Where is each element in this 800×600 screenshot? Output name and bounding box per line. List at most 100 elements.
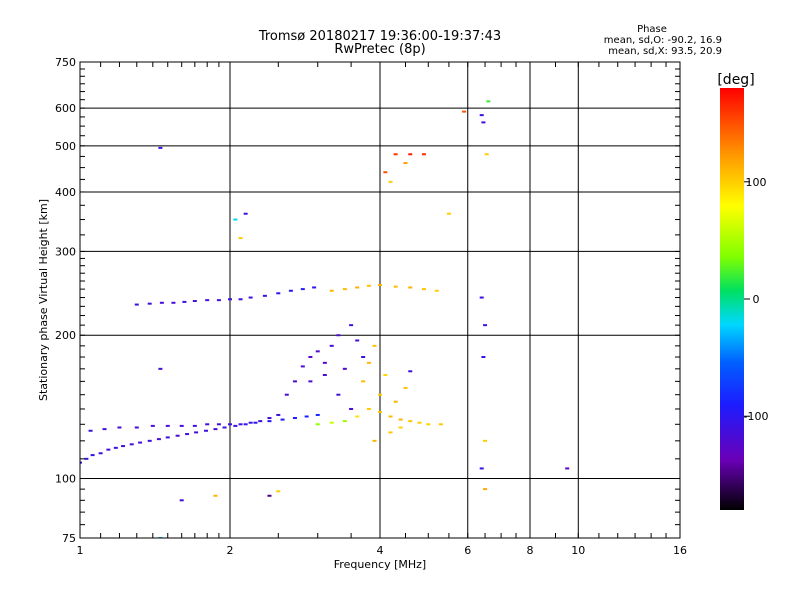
data-point xyxy=(565,467,570,470)
data-point xyxy=(158,367,163,370)
data-point xyxy=(342,420,347,423)
data-point xyxy=(336,334,341,337)
data-point xyxy=(192,300,197,303)
data-point xyxy=(312,286,317,289)
data-point xyxy=(280,418,285,421)
stats-title: Phase xyxy=(637,24,667,35)
data-point xyxy=(134,303,139,306)
data-point xyxy=(372,344,377,347)
data-point xyxy=(134,426,139,429)
data-point xyxy=(383,171,388,174)
x-tick-label: 6 xyxy=(464,544,471,557)
data-point xyxy=(355,286,360,289)
stats-x-line: mean, sd,X: 93.5, 20.9 xyxy=(608,46,722,57)
data-point xyxy=(238,423,243,426)
data-point xyxy=(228,298,232,301)
data-point xyxy=(426,423,431,426)
data-point xyxy=(238,237,243,240)
data-point xyxy=(165,436,170,439)
data-point xyxy=(393,400,398,403)
data-point xyxy=(481,356,486,359)
data-point xyxy=(213,494,218,497)
data-point xyxy=(276,490,281,493)
x-axis-label: Frequency [MHz] xyxy=(334,558,426,571)
data-point xyxy=(403,386,408,389)
data-point xyxy=(121,445,126,448)
data-point xyxy=(308,380,313,383)
data-point xyxy=(479,467,484,470)
data-point xyxy=(147,439,152,442)
data-point xyxy=(483,324,488,327)
data-point xyxy=(483,488,488,491)
data-point xyxy=(398,426,403,429)
data-point xyxy=(248,421,253,424)
data-point xyxy=(462,110,467,113)
data-point xyxy=(434,289,439,292)
data-point xyxy=(267,494,272,497)
data-point xyxy=(159,301,164,304)
data-point xyxy=(179,424,184,427)
data-point xyxy=(216,423,221,426)
data-point xyxy=(248,296,253,299)
data-point xyxy=(342,367,347,370)
colorbar xyxy=(720,88,744,510)
data-point xyxy=(147,302,152,305)
data-point xyxy=(262,294,267,297)
data-point xyxy=(355,339,360,342)
data-point xyxy=(366,361,371,364)
data-point xyxy=(90,454,95,457)
data-point xyxy=(304,415,309,418)
data-point xyxy=(372,439,377,442)
data-point xyxy=(106,448,111,451)
data-point xyxy=(243,212,248,215)
data-point xyxy=(292,380,297,383)
data-point xyxy=(388,180,393,183)
data-point xyxy=(102,428,107,431)
y-tick-label: 500 xyxy=(55,140,76,153)
y-tick-label: 300 xyxy=(55,245,76,258)
y-axis-label: Stationary phase Virtual Height [km] xyxy=(37,199,50,401)
x-tick-label: 1 xyxy=(77,544,84,557)
data-point xyxy=(336,393,341,396)
data-point xyxy=(349,324,354,327)
data-point xyxy=(486,100,491,103)
data-point xyxy=(165,424,170,427)
data-point xyxy=(233,218,238,221)
data-point xyxy=(182,300,187,303)
y-tick-label: 100 xyxy=(55,473,76,486)
data-point xyxy=(408,420,413,423)
y-tick-label: 600 xyxy=(55,102,76,115)
data-point xyxy=(171,301,176,304)
data-point xyxy=(300,365,305,368)
data-point xyxy=(253,421,258,424)
y-tick-label: 750 xyxy=(55,56,76,69)
y-tick-label: 400 xyxy=(55,186,76,199)
data-point xyxy=(216,299,221,302)
data-point xyxy=(292,417,297,420)
chart-subtitle: RwPretec (8p) xyxy=(334,42,425,57)
data-point xyxy=(228,423,232,426)
data-point xyxy=(213,428,218,431)
data-point xyxy=(481,121,486,124)
data-point xyxy=(258,420,263,423)
data-point xyxy=(138,441,143,444)
data-point xyxy=(479,114,484,117)
data-point xyxy=(276,413,281,416)
y-tick-labels: 75 100 200 300 400 500 600 750 xyxy=(55,56,76,545)
colorbar-label: [deg] xyxy=(717,72,754,88)
x-tick-label: 4 xyxy=(377,544,384,557)
data-point xyxy=(378,284,382,287)
x-tick-label: 10 xyxy=(571,544,585,557)
data-point xyxy=(300,288,305,291)
data-point xyxy=(388,431,393,434)
data-point xyxy=(156,438,161,441)
data-point xyxy=(483,439,488,442)
x-tick-labels: 1 2 4 6 8 10 16 xyxy=(77,544,688,557)
data-point xyxy=(361,356,366,359)
data-point xyxy=(329,289,334,292)
data-point xyxy=(276,292,281,295)
data-point xyxy=(80,461,82,464)
data-points xyxy=(80,100,570,538)
data-point xyxy=(342,288,347,291)
